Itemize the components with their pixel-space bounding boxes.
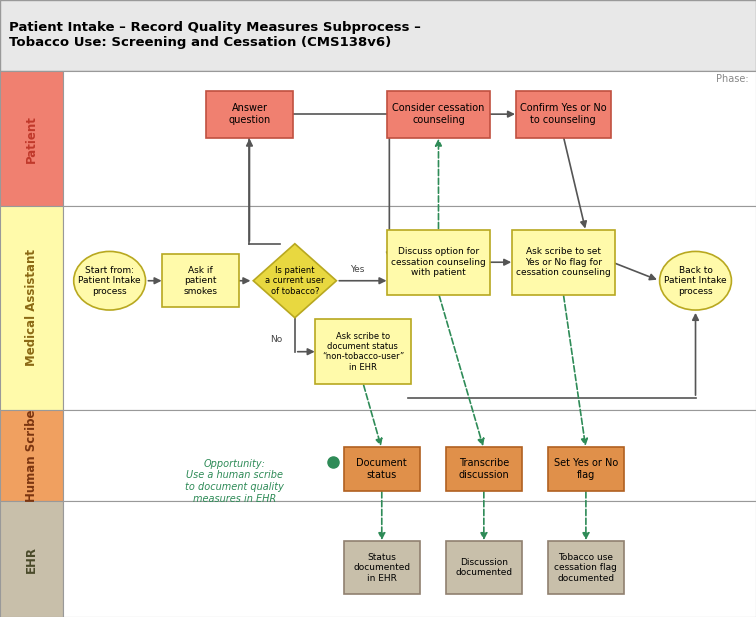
Text: Patient: Patient [25, 115, 38, 163]
Text: Medical Assistant: Medical Assistant [25, 249, 38, 366]
FancyBboxPatch shape [547, 541, 624, 594]
Text: Status
documented
in EHR: Status documented in EHR [353, 553, 411, 582]
Text: Phase:: Phase: [716, 74, 748, 84]
FancyBboxPatch shape [446, 541, 522, 594]
FancyBboxPatch shape [0, 501, 63, 617]
Text: Ask scribe to set
Yes or No flag for
cessation counseling: Ask scribe to set Yes or No flag for ces… [516, 247, 611, 277]
Text: Answer
question: Answer question [228, 103, 271, 125]
FancyBboxPatch shape [63, 206, 756, 410]
FancyBboxPatch shape [162, 254, 239, 307]
FancyBboxPatch shape [206, 91, 293, 138]
Text: Ask if
patient
smokes: Ask if patient smokes [184, 266, 217, 296]
FancyBboxPatch shape [0, 0, 756, 71]
Text: Discussion
documented: Discussion documented [455, 558, 513, 578]
Polygon shape [253, 244, 336, 318]
Text: Confirm Yes or No
to counseling: Confirm Yes or No to counseling [520, 103, 606, 125]
Text: Transcribe
discussion: Transcribe discussion [458, 458, 510, 480]
FancyBboxPatch shape [0, 410, 63, 501]
FancyBboxPatch shape [63, 71, 756, 206]
Text: Yes: Yes [350, 265, 365, 274]
FancyBboxPatch shape [343, 447, 420, 491]
Text: Discuss option for
cessation counseling
with patient: Discuss option for cessation counseling … [391, 247, 486, 277]
FancyBboxPatch shape [343, 541, 420, 594]
Text: Back to
Patient Intake
process: Back to Patient Intake process [665, 266, 727, 296]
Text: Opportunity:
Use a human scribe
to document quality
measures in EHR: Opportunity: Use a human scribe to docum… [185, 459, 284, 503]
FancyBboxPatch shape [547, 447, 624, 491]
FancyBboxPatch shape [387, 91, 490, 138]
Text: Tobacco use
cessation flag
documented: Tobacco use cessation flag documented [554, 553, 618, 582]
Text: Consider cessation
counseling: Consider cessation counseling [392, 103, 485, 125]
FancyBboxPatch shape [63, 501, 756, 617]
FancyBboxPatch shape [315, 319, 411, 384]
Text: Patient Intake – Record Quality Measures Subprocess –
Tobacco Use: Screening and: Patient Intake – Record Quality Measures… [9, 22, 421, 49]
Text: Is patient
a current user
of tobacco?: Is patient a current user of tobacco? [265, 266, 324, 296]
FancyBboxPatch shape [63, 410, 756, 501]
FancyBboxPatch shape [446, 447, 522, 491]
Text: Ask scribe to
document status
“non-tobacco-user”
in EHR: Ask scribe to document status “non-tobac… [322, 331, 404, 372]
FancyBboxPatch shape [0, 71, 63, 206]
FancyBboxPatch shape [0, 206, 63, 410]
FancyBboxPatch shape [387, 230, 490, 295]
Text: Human Scribe: Human Scribe [25, 409, 38, 502]
Text: Start from:
Patient Intake
process: Start from: Patient Intake process [79, 266, 141, 296]
Ellipse shape [659, 252, 731, 310]
Text: Document
status: Document status [356, 458, 407, 480]
Ellipse shape [73, 252, 145, 310]
Text: Set Yes or No
flag: Set Yes or No flag [554, 458, 618, 480]
Text: EHR: EHR [25, 545, 38, 573]
FancyBboxPatch shape [516, 91, 611, 138]
FancyBboxPatch shape [512, 230, 615, 295]
Text: No: No [270, 335, 282, 344]
